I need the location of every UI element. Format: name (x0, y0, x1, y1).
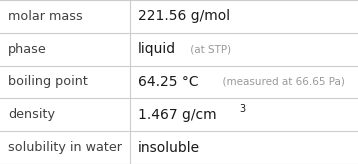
Text: phase: phase (8, 43, 47, 56)
Text: (measured at 66.65 Pa): (measured at 66.65 Pa) (216, 77, 345, 87)
Text: 221.56 g/mol: 221.56 g/mol (138, 9, 230, 23)
Text: 3: 3 (240, 104, 246, 114)
Text: molar mass: molar mass (8, 10, 83, 23)
Text: 64.25 °C: 64.25 °C (138, 75, 199, 89)
Text: density: density (8, 108, 55, 121)
Text: (at STP): (at STP) (187, 44, 231, 54)
Text: solubility in water: solubility in water (8, 141, 122, 154)
Text: boiling point: boiling point (8, 75, 88, 89)
Text: liquid: liquid (138, 42, 176, 56)
Text: 1.467 g/cm: 1.467 g/cm (138, 108, 217, 122)
Text: insoluble: insoluble (138, 141, 200, 155)
